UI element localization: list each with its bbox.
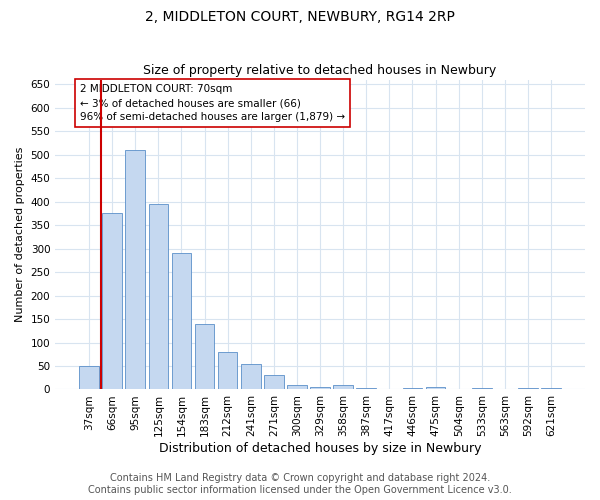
Bar xyxy=(472,388,491,390)
Bar xyxy=(310,387,330,390)
Bar xyxy=(403,388,422,390)
Bar xyxy=(103,214,122,390)
Bar xyxy=(426,387,445,390)
Bar xyxy=(172,254,191,390)
Bar xyxy=(541,388,561,390)
Bar xyxy=(125,150,145,390)
Bar xyxy=(79,366,99,390)
Text: 2, MIDDLETON COURT, NEWBURY, RG14 2RP: 2, MIDDLETON COURT, NEWBURY, RG14 2RP xyxy=(145,10,455,24)
Bar xyxy=(195,324,214,390)
Bar xyxy=(518,388,538,390)
Bar xyxy=(287,385,307,390)
Title: Size of property relative to detached houses in Newbury: Size of property relative to detached ho… xyxy=(143,64,497,77)
Bar xyxy=(149,204,168,390)
Bar xyxy=(218,352,238,390)
Y-axis label: Number of detached properties: Number of detached properties xyxy=(15,147,25,322)
X-axis label: Distribution of detached houses by size in Newbury: Distribution of detached houses by size … xyxy=(159,442,481,455)
Text: Contains HM Land Registry data © Crown copyright and database right 2024.
Contai: Contains HM Land Registry data © Crown c… xyxy=(88,474,512,495)
Bar xyxy=(334,385,353,390)
Text: 2 MIDDLETON COURT: 70sqm
← 3% of detached houses are smaller (66)
96% of semi-de: 2 MIDDLETON COURT: 70sqm ← 3% of detache… xyxy=(80,84,345,122)
Bar xyxy=(241,364,260,390)
Bar xyxy=(356,388,376,390)
Bar xyxy=(264,376,284,390)
